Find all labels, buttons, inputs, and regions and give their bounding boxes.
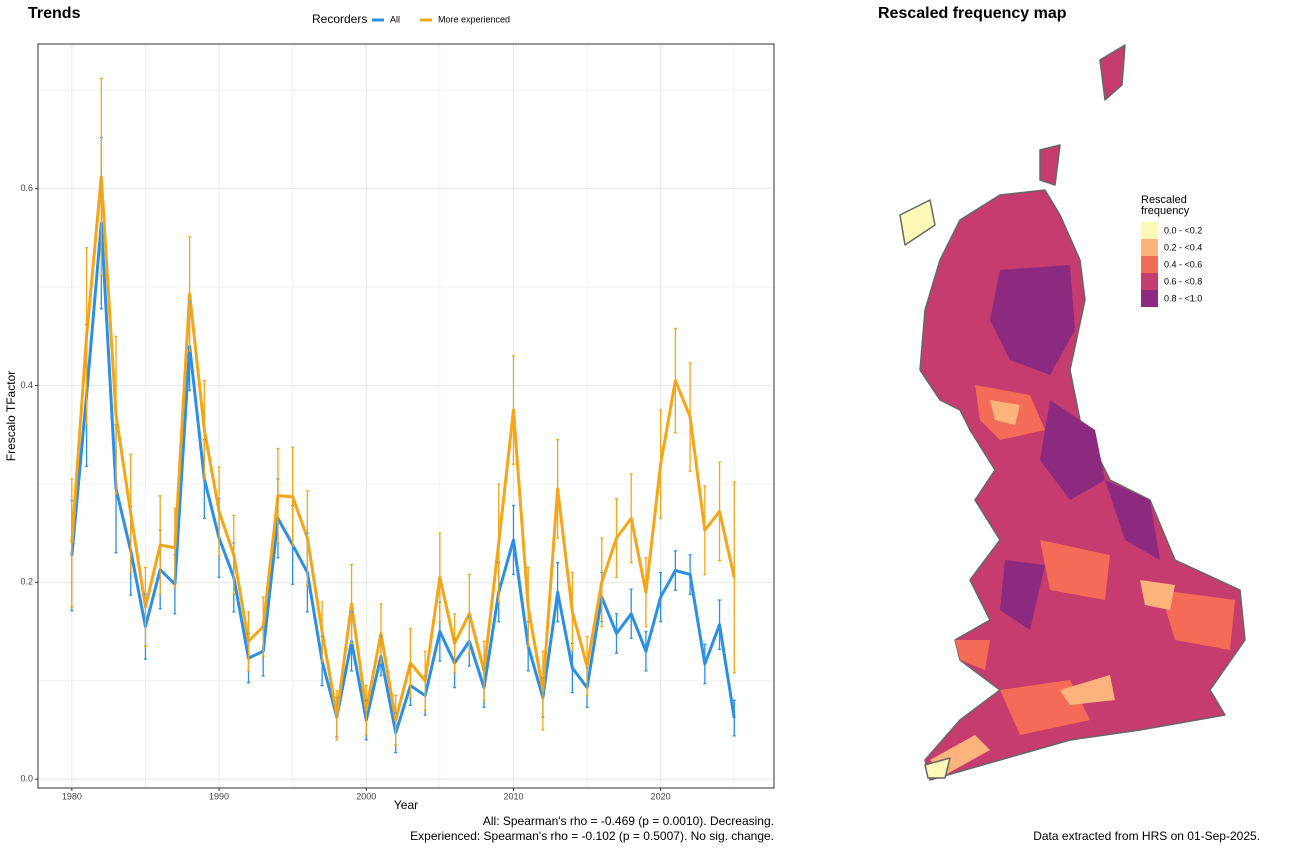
legend-label: 0.0 - <0.2 — [1164, 225, 1202, 235]
error-bar — [673, 327, 677, 434]
error-bar — [659, 571, 663, 623]
error-bar — [482, 640, 486, 702]
error-bar — [350, 563, 354, 644]
error-bar — [143, 566, 147, 647]
legend-title: Rescaled — [1141, 194, 1187, 206]
error-bar — [202, 379, 206, 480]
error-bar — [276, 447, 280, 544]
error-bar — [364, 685, 368, 736]
error-bar — [217, 466, 221, 557]
legend-swatch — [1141, 222, 1158, 239]
error-bar — [688, 554, 692, 595]
error-bar — [629, 473, 633, 564]
error-bar — [703, 485, 707, 576]
error-bar — [232, 514, 236, 595]
error-bar — [688, 362, 692, 472]
error-bar — [379, 603, 383, 664]
error-bar — [718, 461, 722, 562]
error-bar — [261, 596, 265, 657]
map — [899, 44, 1246, 781]
legend-label: 0.2 - <0.4 — [1164, 242, 1202, 252]
error-bar — [600, 537, 604, 628]
y-tick-label: 0.4 — [20, 380, 33, 390]
error-bar — [556, 438, 560, 539]
footnote: Data extracted from HRS on 01-Sep-2025. — [1033, 829, 1260, 843]
error-bar — [585, 635, 589, 697]
legend-label: 0.6 - <0.8 — [1164, 276, 1202, 286]
error-bar — [408, 627, 412, 699]
error-bar — [291, 446, 295, 547]
error-bar — [511, 504, 515, 576]
error-bar — [99, 77, 103, 276]
series-line — [70, 175, 736, 722]
error-bar — [453, 613, 457, 674]
error-bar — [732, 481, 736, 674]
legend-label: 0.8 - <1.0 — [1164, 293, 1202, 303]
legend-swatch — [1141, 290, 1158, 307]
plot-frame — [37, 43, 775, 789]
error-bar — [394, 694, 398, 746]
error-bar — [70, 478, 74, 608]
error-bar — [570, 571, 574, 652]
x-tick-label: 2000 — [356, 791, 376, 801]
chart-title: Trends — [28, 5, 81, 22]
error-bar — [511, 355, 515, 465]
error-bar — [158, 495, 162, 595]
legend-title: Recorders — [312, 12, 367, 26]
error-bar — [526, 566, 530, 647]
error-bar — [497, 483, 501, 603]
y-tick-label: 0.2 — [20, 577, 33, 587]
legend-label: More experienced — [438, 14, 510, 24]
error-bar — [732, 699, 736, 737]
legend-swatch — [1141, 256, 1158, 273]
legend-label: All — [390, 14, 400, 24]
error-bar — [188, 236, 192, 352]
annotation: Experienced: Spearman's rho = -0.102 (p … — [410, 829, 774, 843]
error-bar — [173, 507, 177, 588]
error-bar — [423, 650, 427, 711]
error-bar — [320, 601, 324, 662]
error-bar — [644, 557, 648, 628]
error-bar — [673, 550, 677, 591]
x-tick-label: 1990 — [209, 791, 229, 801]
error-bar — [467, 573, 471, 654]
error-bar — [614, 613, 618, 654]
map-region — [1039, 44, 1126, 186]
error-bar — [85, 247, 89, 426]
x-axis-label: Year — [394, 798, 418, 812]
error-bar — [556, 561, 560, 623]
annotation: All: Spearman's rho = -0.469 (p = 0.0010… — [483, 814, 774, 828]
error-bar — [718, 599, 722, 650]
map-region — [990, 265, 1160, 630]
error-bar — [629, 588, 633, 640]
error-bar — [438, 532, 442, 623]
legend-swatch — [1141, 273, 1158, 290]
error-bar — [335, 689, 339, 741]
x-tick-label: 2010 — [503, 791, 523, 801]
error-bar — [129, 453, 133, 574]
x-tick-label: 2020 — [651, 791, 671, 801]
error-bar — [703, 643, 707, 685]
series-line — [70, 221, 736, 735]
error-bar — [614, 498, 618, 579]
x-tick-label: 1980 — [62, 791, 82, 801]
legend-swatch — [1141, 239, 1158, 256]
error-bar — [644, 630, 648, 672]
legend-title: frequency — [1141, 205, 1190, 217]
y-tick-label: 0.6 — [20, 183, 33, 193]
y-axis-label: Frescalo TFactor — [4, 371, 18, 461]
map-region — [955, 385, 1235, 735]
error-bar — [114, 335, 118, 495]
error-bar — [305, 490, 309, 586]
map-region — [899, 199, 951, 779]
error-bar — [541, 650, 545, 731]
map-title: Rescaled frequency map — [878, 5, 1067, 22]
error-bar — [659, 409, 663, 519]
y-tick-label: 0.0 — [20, 774, 33, 784]
legend-label: 0.4 - <0.6 — [1164, 259, 1202, 269]
error-bar — [246, 611, 250, 672]
